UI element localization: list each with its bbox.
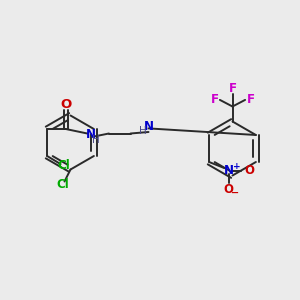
Text: F: F [247,93,254,106]
Text: H: H [139,126,147,136]
Text: O: O [60,98,71,111]
Text: O: O [224,183,234,196]
Text: N: N [224,164,234,178]
Text: H: H [92,135,100,145]
Text: F: F [211,93,218,106]
Text: O: O [244,164,255,178]
Text: +: + [233,162,241,171]
Text: Cl: Cl [57,178,69,191]
Text: −: − [231,188,239,198]
Text: N: N [143,120,154,133]
Text: F: F [229,82,236,95]
Text: Cl: Cl [57,159,70,172]
Text: N: N [86,128,96,142]
